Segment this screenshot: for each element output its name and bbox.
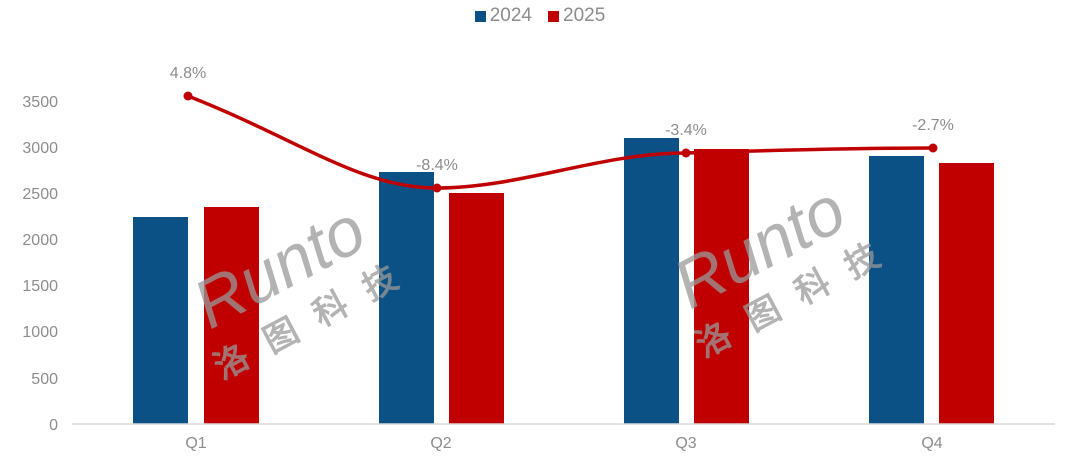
- yoy-label-q2: -8.4%: [416, 157, 458, 174]
- yoy-label-q4: -2.7%: [912, 117, 954, 134]
- yoy-label-q1: 4.8%: [170, 65, 206, 82]
- legend-swatch-2024: [474, 10, 486, 22]
- watermark-cn-1-c: 科: [307, 285, 355, 335]
- legend-label-2025: 2025: [563, 5, 606, 26]
- bar-q3-2025[interactable]: [694, 149, 749, 424]
- yoy-point-q2[interactable]: [432, 183, 442, 193]
- bar-q4-2024[interactable]: [869, 156, 924, 424]
- bar-q4-2025[interactable]: [939, 163, 994, 424]
- chart-legend: 2024 2025: [0, 5, 1080, 27]
- x-tick-q2: Q2: [430, 435, 451, 452]
- legend-item-2025[interactable]: 2025: [548, 5, 605, 27]
- bar-q2-2024[interactable]: [379, 172, 434, 424]
- y-tick-3000: 3000: [22, 140, 58, 157]
- watermark: Runto 洛 图 科 技 Runto 洛 图 科 技: [181, 171, 886, 387]
- bar-q1-2025[interactable]: [204, 207, 259, 424]
- legend-label-2024: 2024: [489, 5, 532, 26]
- bars: [133, 138, 994, 424]
- y-tick-2500: 2500: [22, 186, 58, 203]
- yoy-point-q3[interactable]: [681, 148, 691, 158]
- yoy-point-q1[interactable]: [183, 91, 193, 101]
- bar-q3-2024[interactable]: [624, 138, 679, 424]
- legend-swatch-2025: [548, 10, 559, 22]
- bar-q1-2024[interactable]: [133, 217, 188, 424]
- y-tick-500: 500: [31, 371, 58, 388]
- yoy-growth-line[interactable]: [186, 94, 935, 190]
- legend-item-2024[interactable]: 2024: [474, 5, 532, 27]
- yoy-label-q3: -3.4%: [665, 122, 707, 139]
- x-tick-q1: Q1: [185, 435, 206, 452]
- y-tick-1500: 1500: [22, 278, 58, 295]
- x-axis: Q1 Q2 Q3 Q4: [185, 435, 942, 452]
- watermark-cn-1-b: 图: [257, 311, 305, 361]
- x-tick-q3: Q3: [675, 435, 696, 452]
- yoy-point-q4[interactable]: [928, 143, 938, 153]
- y-tick-0: 0: [49, 417, 58, 434]
- y-axis: 3500 3000 2500 2000 1500 1000 500 0: [22, 94, 58, 434]
- y-tick-1000: 1000: [22, 324, 58, 341]
- x-tick-q4: Q4: [921, 435, 942, 452]
- bar-q2-2025[interactable]: [449, 193, 504, 424]
- y-tick-2000: 2000: [22, 232, 58, 249]
- y-tick-3500: 3500: [22, 94, 58, 111]
